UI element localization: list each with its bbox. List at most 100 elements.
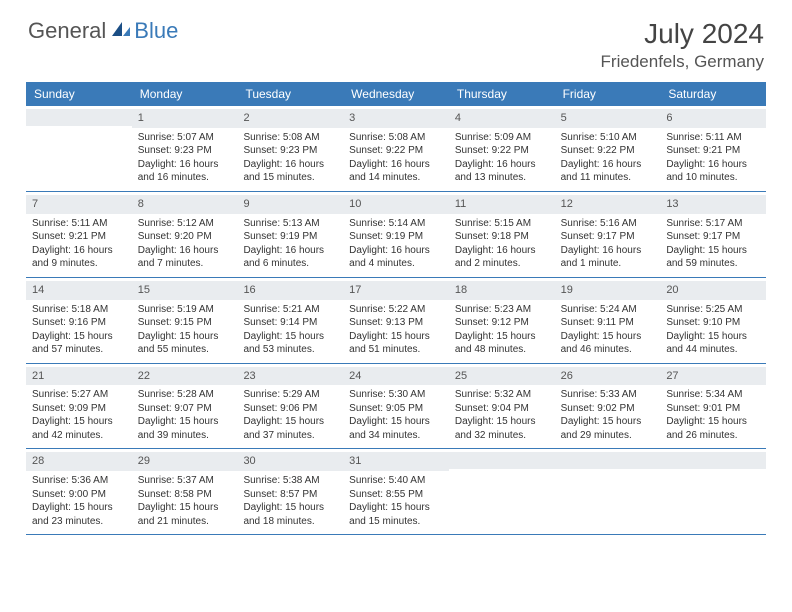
sunset-line: Sunset: 9:23 PM	[243, 144, 337, 158]
day-number: 13	[660, 195, 766, 214]
sunrise-line: Sunrise: 5:09 AM	[455, 131, 549, 145]
sunrise-line: Sunrise: 5:17 AM	[666, 217, 760, 231]
day-cell: 23Sunrise: 5:29 AMSunset: 9:06 PMDayligh…	[237, 364, 343, 449]
sunset-line: Sunset: 9:21 PM	[666, 144, 760, 158]
day-number: 11	[449, 195, 555, 214]
day-cell: 28Sunrise: 5:36 AMSunset: 9:00 PMDayligh…	[26, 449, 132, 534]
day-cell: 19Sunrise: 5:24 AMSunset: 9:11 PMDayligh…	[555, 278, 661, 363]
daylight-line: Daylight: 15 hours and 29 minutes.	[561, 415, 655, 442]
sunrise-line: Sunrise: 5:30 AM	[349, 388, 443, 402]
day-number: 21	[26, 367, 132, 386]
sunrise-line: Sunrise: 5:18 AM	[32, 303, 126, 317]
day-cell: 13Sunrise: 5:17 AMSunset: 9:17 PMDayligh…	[660, 192, 766, 277]
day-cell: 7Sunrise: 5:11 AMSunset: 9:21 PMDaylight…	[26, 192, 132, 277]
sunrise-line: Sunrise: 5:13 AM	[243, 217, 337, 231]
daylight-line: Daylight: 16 hours and 4 minutes.	[349, 244, 443, 271]
day-cell: 14Sunrise: 5:18 AMSunset: 9:16 PMDayligh…	[26, 278, 132, 363]
sunset-line: Sunset: 9:04 PM	[455, 402, 549, 416]
sunrise-line: Sunrise: 5:19 AM	[138, 303, 232, 317]
day-number: 3	[343, 109, 449, 128]
sunset-line: Sunset: 9:22 PM	[455, 144, 549, 158]
sunrise-line: Sunrise: 5:33 AM	[561, 388, 655, 402]
daylight-line: Daylight: 16 hours and 11 minutes.	[561, 158, 655, 185]
day-header-sun: Sunday	[26, 82, 132, 106]
sunset-line: Sunset: 9:20 PM	[138, 230, 232, 244]
sunset-line: Sunset: 9:19 PM	[243, 230, 337, 244]
brand-blue: Blue	[134, 18, 178, 44]
sunset-line: Sunset: 9:01 PM	[666, 402, 760, 416]
daylight-line: Daylight: 15 hours and 48 minutes.	[455, 330, 549, 357]
day-number: 9	[237, 195, 343, 214]
sunrise-line: Sunrise: 5:21 AM	[243, 303, 337, 317]
title-block: July 2024 Friedenfels, Germany	[601, 18, 764, 72]
week-row: 28Sunrise: 5:36 AMSunset: 9:00 PMDayligh…	[26, 449, 766, 535]
day-number: 16	[237, 281, 343, 300]
sunset-line: Sunset: 9:09 PM	[32, 402, 126, 416]
sunset-line: Sunset: 9:12 PM	[455, 316, 549, 330]
day-number: 30	[237, 452, 343, 471]
week-row: 7Sunrise: 5:11 AMSunset: 9:21 PMDaylight…	[26, 192, 766, 278]
day-cell: 12Sunrise: 5:16 AMSunset: 9:17 PMDayligh…	[555, 192, 661, 277]
daylight-line: Daylight: 16 hours and 2 minutes.	[455, 244, 549, 271]
calendar: Sunday Monday Tuesday Wednesday Thursday…	[26, 82, 766, 535]
day-header-mon: Monday	[132, 82, 238, 106]
day-cell	[449, 449, 555, 534]
day-number: 29	[132, 452, 238, 471]
daylight-line: Daylight: 15 hours and 53 minutes.	[243, 330, 337, 357]
sunset-line: Sunset: 9:10 PM	[666, 316, 760, 330]
day-cell: 10Sunrise: 5:14 AMSunset: 9:19 PMDayligh…	[343, 192, 449, 277]
day-cell	[26, 106, 132, 191]
sunrise-line: Sunrise: 5:15 AM	[455, 217, 549, 231]
sunrise-line: Sunrise: 5:25 AM	[666, 303, 760, 317]
sunset-line: Sunset: 9:13 PM	[349, 316, 443, 330]
sunset-line: Sunset: 8:55 PM	[349, 488, 443, 502]
sunset-line: Sunset: 9:05 PM	[349, 402, 443, 416]
day-number: 22	[132, 367, 238, 386]
day-number: 31	[343, 452, 449, 471]
sunset-line: Sunset: 9:16 PM	[32, 316, 126, 330]
sunset-line: Sunset: 9:06 PM	[243, 402, 337, 416]
header: General Blue July 2024 Friedenfels, Germ…	[0, 0, 792, 82]
day-number: 5	[555, 109, 661, 128]
sunrise-line: Sunrise: 5:28 AM	[138, 388, 232, 402]
location: Friedenfels, Germany	[601, 52, 764, 72]
day-cell: 27Sunrise: 5:34 AMSunset: 9:01 PMDayligh…	[660, 364, 766, 449]
day-number: 1	[132, 109, 238, 128]
day-cell: 8Sunrise: 5:12 AMSunset: 9:20 PMDaylight…	[132, 192, 238, 277]
brand-general: General	[28, 18, 106, 44]
daylight-line: Daylight: 15 hours and 15 minutes.	[349, 501, 443, 528]
sunrise-line: Sunrise: 5:08 AM	[349, 131, 443, 145]
sunrise-line: Sunrise: 5:24 AM	[561, 303, 655, 317]
sunset-line: Sunset: 9:18 PM	[455, 230, 549, 244]
day-number: 12	[555, 195, 661, 214]
day-number	[449, 452, 555, 469]
day-cell: 2Sunrise: 5:08 AMSunset: 9:23 PMDaylight…	[237, 106, 343, 191]
daylight-line: Daylight: 15 hours and 57 minutes.	[32, 330, 126, 357]
brand-logo: General Blue	[28, 18, 178, 44]
sail-icon	[110, 20, 132, 43]
day-cell	[555, 449, 661, 534]
sunrise-line: Sunrise: 5:27 AM	[32, 388, 126, 402]
day-number: 10	[343, 195, 449, 214]
month-title: July 2024	[601, 18, 764, 50]
day-header-wed: Wednesday	[343, 82, 449, 106]
sunset-line: Sunset: 9:23 PM	[138, 144, 232, 158]
day-cell: 21Sunrise: 5:27 AMSunset: 9:09 PMDayligh…	[26, 364, 132, 449]
sunset-line: Sunset: 9:21 PM	[32, 230, 126, 244]
daylight-line: Daylight: 15 hours and 21 minutes.	[138, 501, 232, 528]
day-number: 18	[449, 281, 555, 300]
day-number	[660, 452, 766, 469]
day-number: 25	[449, 367, 555, 386]
sunrise-line: Sunrise: 5:34 AM	[666, 388, 760, 402]
daylight-line: Daylight: 16 hours and 6 minutes.	[243, 244, 337, 271]
daylight-line: Daylight: 15 hours and 18 minutes.	[243, 501, 337, 528]
sunrise-line: Sunrise: 5:29 AM	[243, 388, 337, 402]
daylight-line: Daylight: 15 hours and 37 minutes.	[243, 415, 337, 442]
day-header-tue: Tuesday	[237, 82, 343, 106]
day-number: 27	[660, 367, 766, 386]
sunrise-line: Sunrise: 5:32 AM	[455, 388, 549, 402]
day-cell: 9 Sunrise: 5:13 AMSunset: 9:19 PMDaylight…	[237, 192, 343, 277]
day-cell: 25Sunrise: 5:32 AMSunset: 9:04 PMDayligh…	[449, 364, 555, 449]
sunrise-line: Sunrise: 5:07 AM	[138, 131, 232, 145]
day-number: 26	[555, 367, 661, 386]
